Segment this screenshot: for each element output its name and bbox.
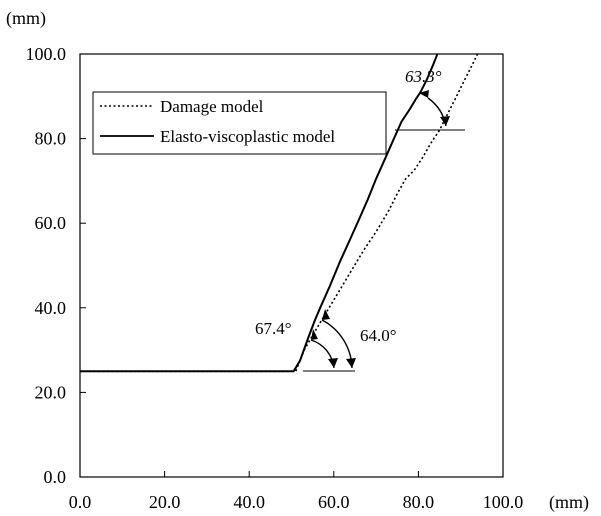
angle-annotations: 67.4° 64.0° 63.3° [255,67,465,372]
y-tick-label: 40.0 [35,298,67,318]
series-layer [80,53,479,373]
x-tick-label: 0.0 [69,492,92,512]
x-tick-label: 60.0 [318,492,350,512]
series-line-damage-model [80,53,479,373]
arrowhead [328,358,338,368]
x-tick-label: 40.0 [233,492,265,512]
y-tick-label: 60.0 [35,213,67,233]
angle-label-63-3: 63.3° [405,67,442,86]
series-line-elasto-viscoplastic [80,53,439,373]
axis-ticks: 0.0 20.0 40.0 60.0 80.0 100.0 0.0 20.0 40.0 60.0 8… [26,44,524,512]
y-axis-label: (mm) [6,8,46,29]
angle-label-67-4: 67.4° [255,319,292,338]
legend-label-damage: Damage model [160,97,264,116]
legend: Damage model Elasto-viscoplastic model [92,91,387,155]
y-tick-label: 0.0 [44,467,67,487]
y-tick-label: 100.0 [26,44,67,64]
y-tick-label: 20.0 [35,382,67,402]
x-tick-label: 100.0 [483,492,524,512]
legend-label-evp: Elasto-viscoplastic model [160,127,335,146]
y-tick-label: 80.0 [35,129,67,149]
arrowhead [322,309,330,320]
arrowhead [440,116,450,126]
arc-67-4 [310,339,335,369]
plot-frame [79,53,504,478]
arrowhead [419,90,429,98]
x-axis-label: (mm) [549,492,589,513]
arrowhead [346,358,356,368]
legend-box [92,91,387,155]
angle-label-64-0: 64.0° [360,326,397,345]
x-tick-label: 20.0 [149,492,181,512]
arrowhead [311,329,318,340]
x-tick-label: 80.0 [403,492,435,512]
